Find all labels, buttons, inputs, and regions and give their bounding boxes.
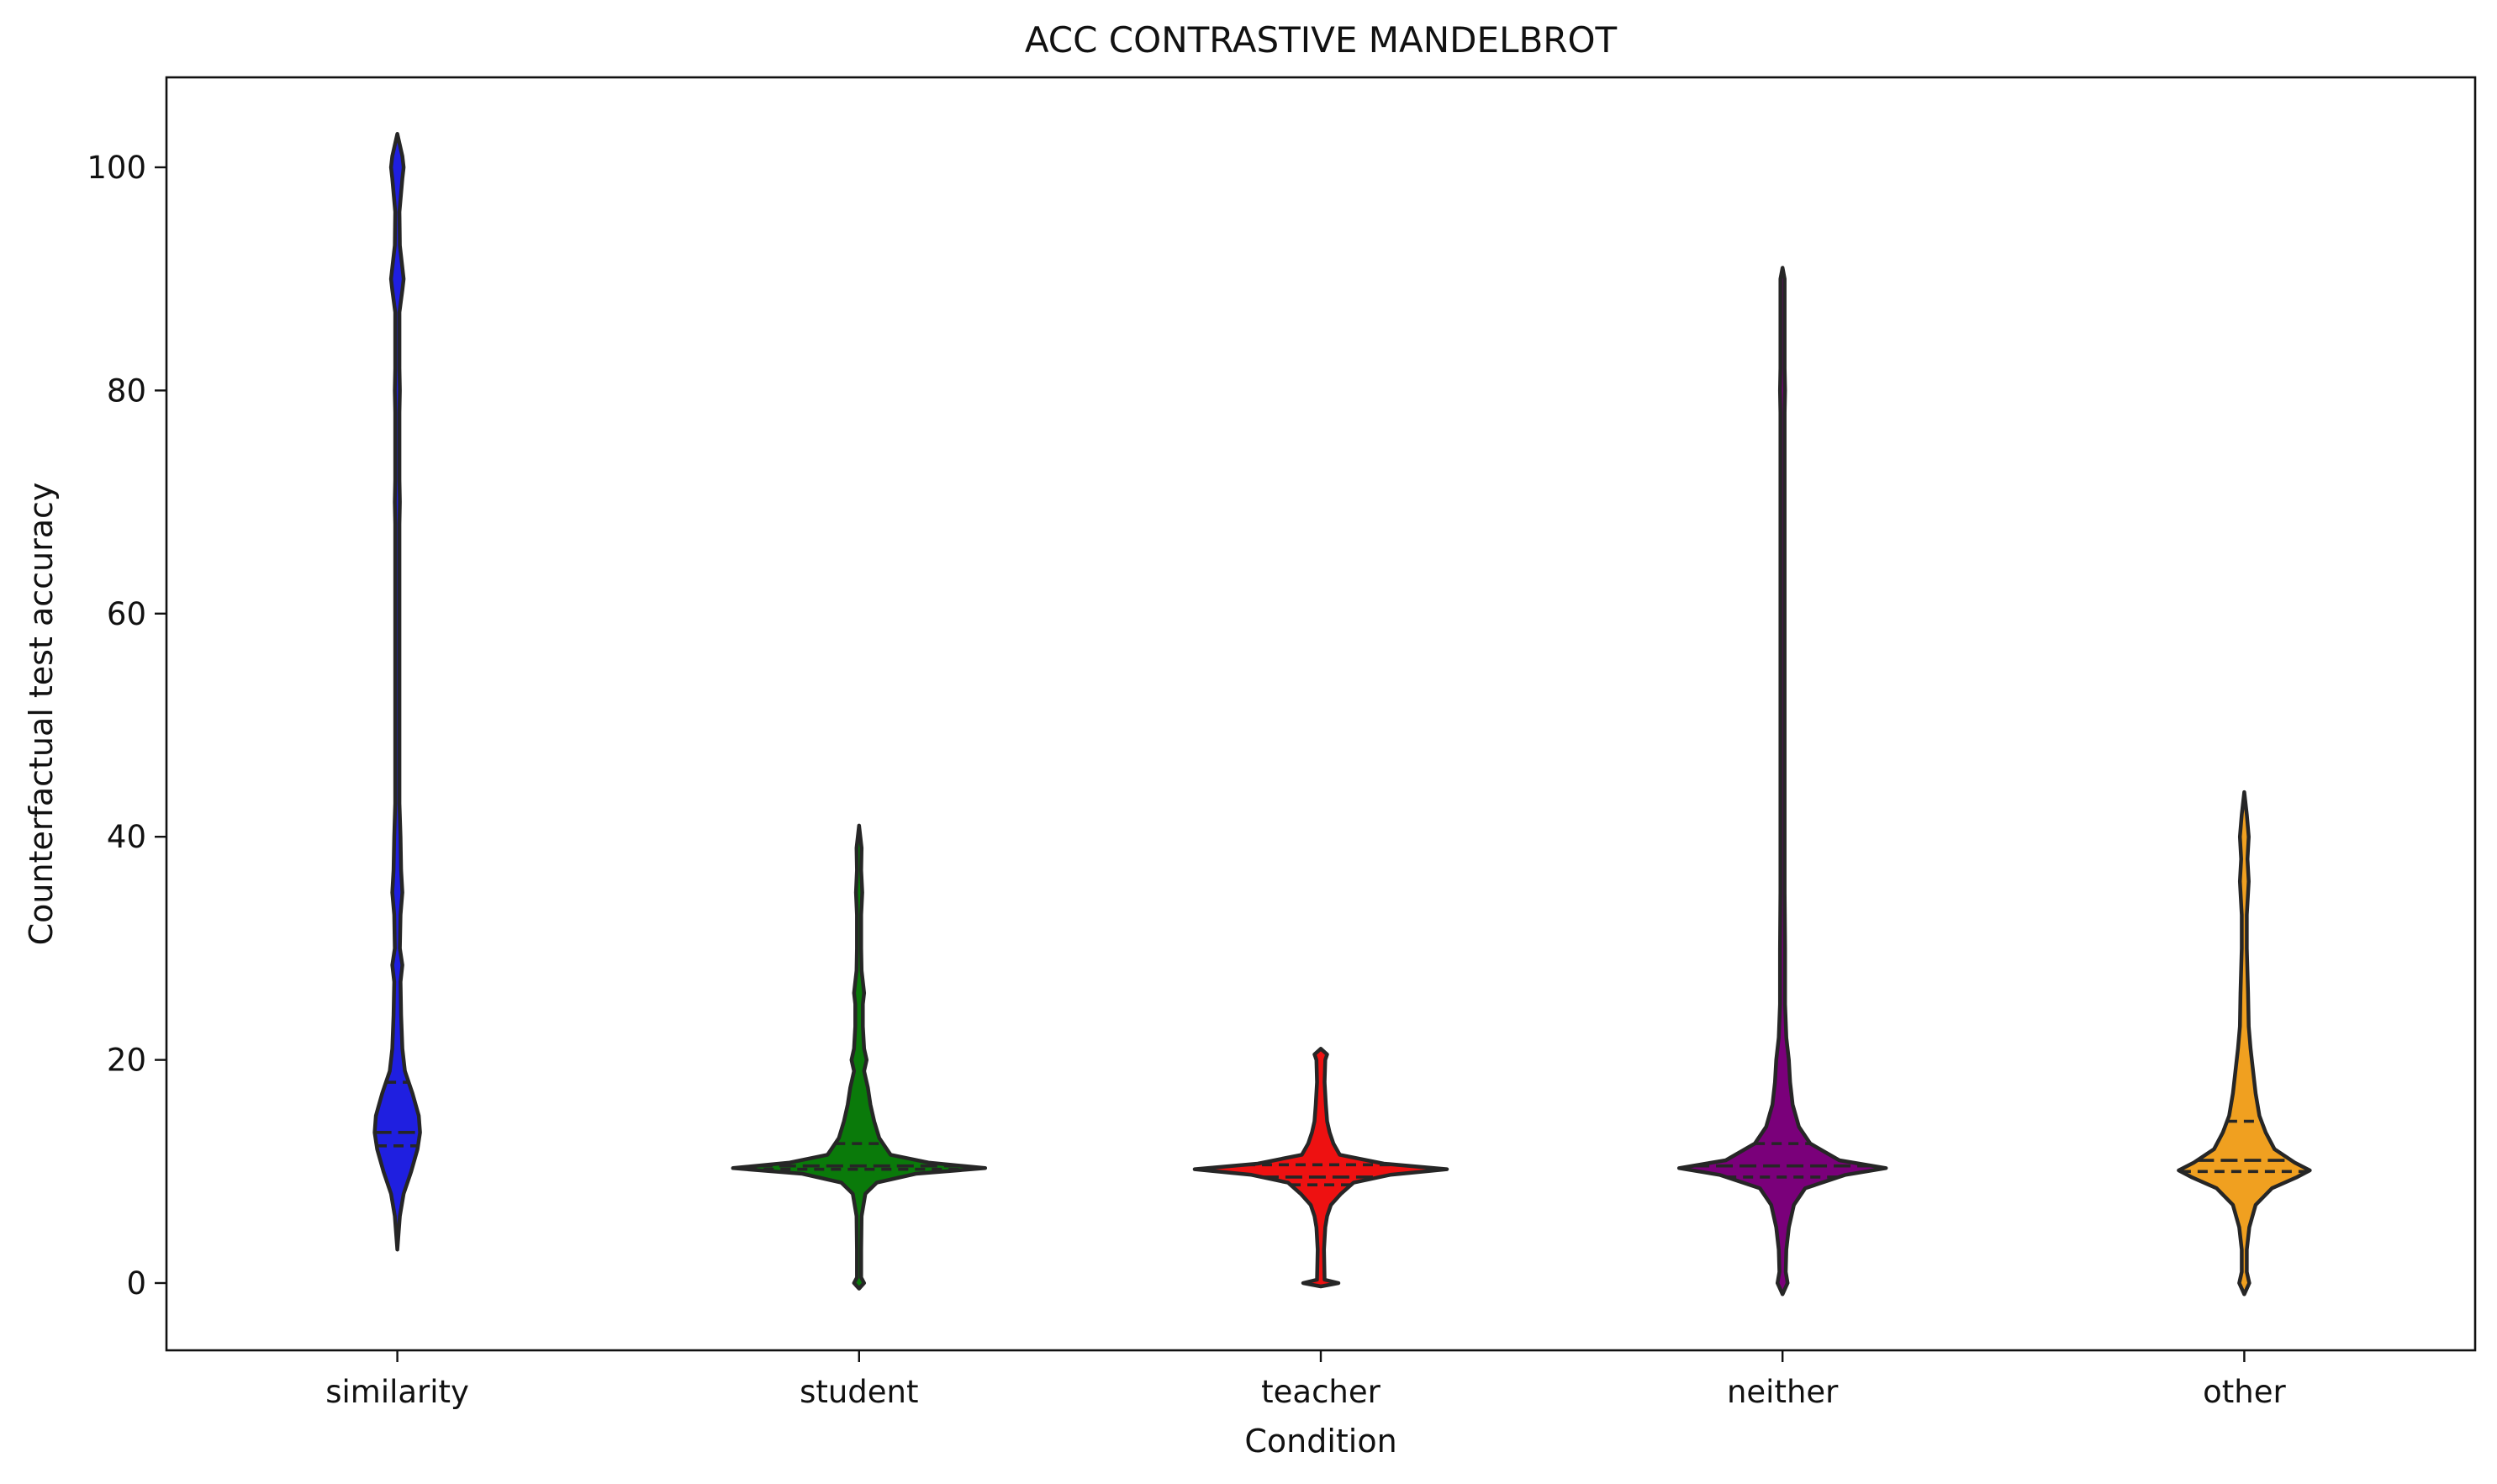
x-axis: similarity student teacher neither other <box>325 1350 2286 1410</box>
x-tick-label: student <box>800 1374 918 1410</box>
violin-body <box>1192 1047 1449 1289</box>
plot-frame <box>165 76 2477 1352</box>
violin-body <box>1676 266 1888 1297</box>
x-tick-label: teacher <box>1261 1374 1381 1410</box>
violin-body <box>2177 790 2312 1297</box>
y-tick-label: 80 <box>107 372 146 409</box>
violin-body <box>372 131 422 1252</box>
violin-other <box>2177 790 2312 1297</box>
x-tick-label: other <box>2203 1374 2286 1410</box>
chart-title: ACC CONTRASTIVE MANDELBROT <box>1025 19 1618 61</box>
x-tick-label: similarity <box>325 1374 469 1410</box>
plot-area <box>372 131 2312 1297</box>
y-tick-label: 100 <box>87 150 146 186</box>
violin-teacher <box>1192 1047 1449 1289</box>
y-tick-label: 40 <box>107 819 146 855</box>
violin-similarity <box>372 131 422 1252</box>
violin-body <box>731 823 988 1291</box>
y-axis-label: Counterfactual test accuracy <box>23 483 60 946</box>
y-tick-label: 0 <box>126 1265 146 1302</box>
y-axis: 0 20 40 60 80 100 <box>87 150 166 1302</box>
violin-neither <box>1676 266 1888 1297</box>
y-tick-label: 20 <box>107 1043 146 1079</box>
x-tick-label: neither <box>1727 1374 1839 1410</box>
y-tick-label: 60 <box>107 596 146 632</box>
x-axis-label: Condition <box>1244 1423 1396 1460</box>
violin-student <box>731 823 988 1291</box>
